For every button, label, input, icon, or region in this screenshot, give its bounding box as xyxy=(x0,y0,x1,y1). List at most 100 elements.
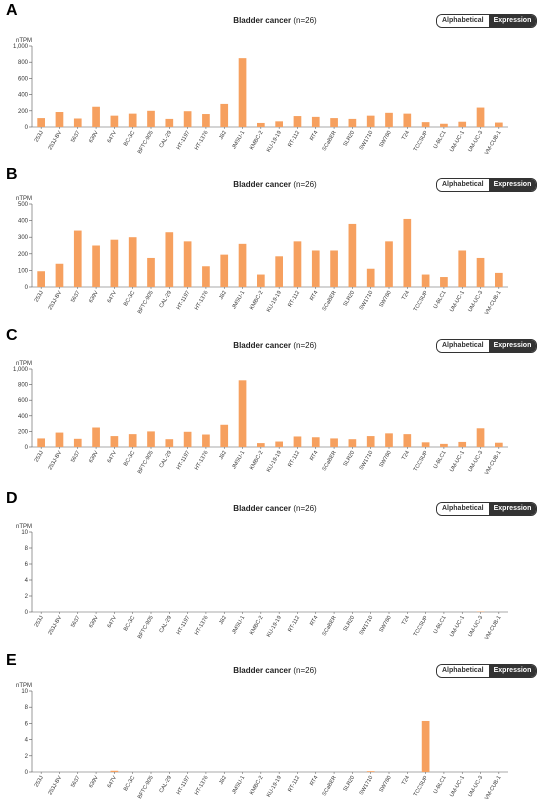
sort-toggle[interactable]: Alphabetical Expression xyxy=(436,14,538,28)
panel-letter: C xyxy=(6,327,18,344)
x-tick-label: CAL-29 xyxy=(159,775,174,794)
bar-chart: nTPM 0 2 4 6 8 10 253J 253J-BV 5637 639V 647V BC-3C B… xyxy=(16,524,508,641)
bar xyxy=(55,112,64,127)
x-tick-label: SW780 xyxy=(379,290,393,309)
x-tick-label: 639V xyxy=(88,615,100,629)
x-tick-label: CAL-29 xyxy=(159,615,174,634)
sort-alphabetical-button[interactable]: Alphabetical xyxy=(437,503,489,515)
chart-title-sub: (n=26) xyxy=(293,16,317,25)
x-tick-label: KU-19-19 xyxy=(266,290,283,313)
chart-title-sub: (n=26) xyxy=(293,504,317,513)
x-tick-label: RT4 xyxy=(309,775,319,787)
bar xyxy=(275,256,283,287)
x-tick-label: BFTC-905 xyxy=(137,775,155,800)
bar xyxy=(128,237,137,287)
bar xyxy=(92,427,100,447)
sort-alphabetical-button[interactable]: Alphabetical xyxy=(437,179,489,191)
x-tick-label: SCaBER xyxy=(322,615,338,637)
bar xyxy=(110,770,119,772)
x-tick-label: U-BLC1 xyxy=(433,615,448,635)
x-tick-label: 253J-BV xyxy=(47,130,63,152)
y-tick-label: 10 xyxy=(21,689,28,695)
sort-toggle[interactable]: Alphabetical Expression xyxy=(436,664,538,678)
x-tick-label: UM-UC-1 xyxy=(449,130,466,153)
y-tick-label: 0 xyxy=(25,285,29,291)
x-tick-label: U-BLC1 xyxy=(433,775,448,795)
x-tick-label: RT-112 xyxy=(287,290,301,308)
bar xyxy=(257,443,265,447)
chart-title-main: Bladder cancer xyxy=(233,180,292,189)
x-tick-label: 253J-BV xyxy=(47,615,63,637)
x-tick-label: BFTC-905 xyxy=(137,615,155,640)
bar xyxy=(311,437,320,447)
x-tick-label: CAL-29 xyxy=(159,450,174,469)
bar xyxy=(366,268,375,287)
x-tick-label: HT-1197 xyxy=(176,130,192,151)
bar xyxy=(348,439,357,447)
bar xyxy=(165,232,174,287)
bar xyxy=(385,112,393,127)
x-tick-label: 647V xyxy=(106,130,118,144)
bar xyxy=(366,771,375,772)
x-tick-label: RT4 xyxy=(309,615,319,627)
y-tick-label: 2 xyxy=(25,594,29,600)
x-tick-label: SLR20 xyxy=(343,130,357,148)
y-tick-label: 500 xyxy=(18,202,29,208)
x-tick-label: 253J xyxy=(34,615,45,629)
y-tick-label: 2 xyxy=(25,754,29,760)
bar xyxy=(275,441,283,447)
sort-toggle[interactable]: Alphabetical Expression xyxy=(436,502,538,516)
x-tick-label: CAL-29 xyxy=(159,290,174,309)
bar xyxy=(110,436,119,447)
bar xyxy=(202,114,210,127)
x-tick-label: SLR20 xyxy=(343,290,357,308)
x-tick-label: SCaBER xyxy=(322,290,338,312)
bar-chart: nTPM 0 2 4 6 8 10 253J 253J-BV 5637 639V 647V BC-3C B… xyxy=(16,683,508,801)
x-tick-label: U-BLC1 xyxy=(433,450,448,470)
y-tick-label: 0 xyxy=(25,770,29,776)
sort-expression-button[interactable]: Expression xyxy=(488,665,537,677)
bar xyxy=(293,241,302,287)
x-tick-label: 253J xyxy=(34,450,45,464)
sort-expression-button[interactable]: Expression xyxy=(488,340,537,352)
bar xyxy=(421,274,430,287)
sort-alphabetical-button[interactable]: Alphabetical xyxy=(437,340,489,352)
chart-title-main: Bladder cancer xyxy=(233,504,292,513)
bar xyxy=(238,58,247,127)
bar xyxy=(37,271,45,287)
x-tick-label: 639V xyxy=(88,130,100,144)
bar xyxy=(348,118,357,127)
y-tick-label: 200 xyxy=(18,252,29,258)
y-tick-label: 0 xyxy=(25,610,29,616)
x-tick-label: HT-1376 xyxy=(194,290,210,311)
x-tick-label: RT4 xyxy=(309,130,319,142)
bar xyxy=(458,441,467,447)
x-tick-label: 5637 xyxy=(70,775,81,789)
x-tick-label: 647V xyxy=(106,450,118,464)
sort-alphabetical-button[interactable]: Alphabetical xyxy=(437,665,489,677)
x-tick-label: VM-CUB-1 xyxy=(484,450,502,476)
x-tick-label: VM-CUB-1 xyxy=(484,775,502,801)
sort-expression-button[interactable]: Expression xyxy=(488,503,537,515)
x-tick-label: VM-CUB-1 xyxy=(484,130,502,156)
x-tick-label: SW780 xyxy=(379,775,393,794)
x-tick-label: KMBC-2 xyxy=(249,615,265,636)
x-tick-label: HT-1197 xyxy=(176,290,192,311)
sort-alphabetical-button[interactable]: Alphabetical xyxy=(437,15,489,27)
sort-toggle[interactable]: Alphabetical Expression xyxy=(436,339,538,353)
bar xyxy=(330,438,338,447)
sort-expression-button[interactable]: Expression xyxy=(488,179,537,191)
x-tick-label: BFTC-905 xyxy=(137,130,155,155)
bar xyxy=(110,239,119,287)
x-tick-label: 253J xyxy=(34,130,45,144)
bar xyxy=(220,103,229,127)
y-tick-label: 800 xyxy=(18,60,29,66)
y-tick-label: 200 xyxy=(18,109,29,115)
bar xyxy=(165,439,174,447)
sort-expression-button[interactable]: Expression xyxy=(488,15,537,27)
sort-toggle[interactable]: Alphabetical Expression xyxy=(436,178,538,192)
panel-a: A Bladder cancer (n=26) Alphabetical Exp… xyxy=(0,2,550,163)
x-tick-label: UM-UC-3 xyxy=(467,290,484,313)
x-tick-label: KU-19-19 xyxy=(266,775,283,798)
y-tick-label: 100 xyxy=(18,268,29,274)
